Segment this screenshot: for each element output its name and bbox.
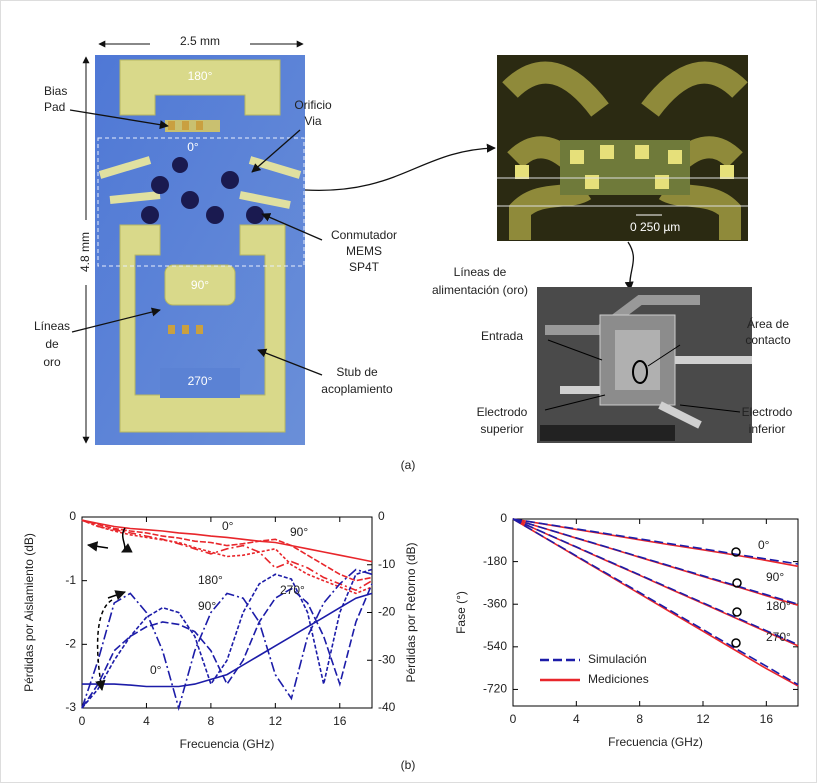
callout: Conmutador (331, 228, 397, 242)
callout: superior (480, 422, 523, 436)
y-axis-label: Fase (°) (454, 591, 468, 634)
x-tick-label: 8 (208, 714, 215, 728)
chip-label: 270° (188, 374, 213, 388)
annotation: 0° (758, 538, 770, 552)
annotation: 90° (198, 599, 216, 613)
chip-label: 180° (188, 69, 213, 83)
x-tick-label: 8 (636, 712, 643, 726)
callout: acoplamiento (321, 382, 393, 396)
y-axis-label: Pérdidas por Aislamiento (dB) (22, 533, 36, 692)
callout: contacto (745, 333, 791, 347)
scale-bar: 0 250 µm (630, 220, 680, 234)
y-tick-label: -540 (483, 639, 507, 653)
callout: SP4T (349, 260, 380, 274)
y2-tick-label: -20 (378, 605, 396, 619)
callout: Bias (44, 84, 67, 98)
callout: oro (43, 355, 61, 369)
callout: Líneas de (454, 265, 507, 279)
callout: Electrodo (742, 405, 793, 419)
x-tick-label: 0 (510, 712, 517, 726)
y-tick-label: -180 (483, 554, 507, 568)
annotation: 90° (290, 525, 308, 539)
callout: Pad (44, 100, 65, 114)
annotation: 270° (766, 630, 791, 644)
y-tick-label: -1 (65, 573, 76, 587)
y-tick-label: 0 (500, 511, 507, 525)
callout: Electrodo (477, 405, 528, 419)
y-tick-label: -360 (483, 596, 507, 610)
y-tick-label: 0 (69, 509, 76, 523)
callout: Orificio (294, 98, 332, 112)
callout: Via (304, 114, 321, 128)
callout: Área de (747, 316, 789, 331)
x-tick-label: 12 (696, 712, 710, 726)
annotation: 0° (222, 519, 234, 533)
annotation: 180° (766, 599, 791, 613)
y2-tick-label: -10 (378, 557, 396, 571)
y-tick-label: -2 (65, 637, 76, 651)
y2-tick-label: -40 (378, 700, 396, 714)
x-tick-label: 16 (333, 714, 347, 728)
x-tick-label: 4 (143, 714, 150, 728)
x-axis-label: Frecuencia (GHz) (180, 737, 275, 751)
y-tick-label: -3 (65, 700, 76, 714)
callout: Stub de (336, 365, 378, 379)
y2-tick-label: -30 (378, 652, 396, 666)
caption: (a) (401, 458, 416, 472)
x-tick-label: 4 (573, 712, 580, 726)
chip-label: 90° (191, 278, 209, 292)
dimension-label: 4.8 mm (78, 232, 92, 272)
annotation: 270° (280, 583, 305, 597)
callout: Entrada (481, 329, 523, 343)
annotation: 0° (150, 663, 162, 677)
x-tick-label: 16 (760, 712, 774, 726)
y2-axis-label: Pérdidas por Retorno (dB) (404, 542, 418, 682)
callout: de (45, 337, 59, 351)
sem-image (537, 287, 752, 443)
legend-label: Simulación (588, 652, 647, 666)
page: 180° 0° 90° 270° 2.5 mm 4.8 mm Bias Pad … (0, 0, 817, 783)
callout: Líneas (34, 319, 70, 333)
annotation: 180° (198, 573, 223, 587)
x-tick-label: 12 (269, 714, 283, 728)
callout: inferior (749, 422, 786, 436)
callout: alimentación (oro) (432, 283, 528, 297)
y2-tick-label: 0 (378, 509, 385, 523)
chip-label: 0° (187, 140, 199, 154)
figure: 180° 0° 90° 270° 2.5 mm 4.8 mm Bias Pad … (0, 0, 817, 783)
micrograph (497, 55, 748, 241)
x-tick-label: 0 (79, 714, 86, 728)
y-tick-label: -720 (483, 682, 507, 696)
x-axis-label: Frecuencia (GHz) (608, 735, 703, 749)
dimension-label: 2.5 mm (180, 34, 220, 48)
callout: MEMS (346, 244, 382, 258)
legend-label: Mediciones (588, 672, 649, 686)
annotation: 90° (766, 570, 784, 584)
caption: (b) (401, 758, 416, 772)
